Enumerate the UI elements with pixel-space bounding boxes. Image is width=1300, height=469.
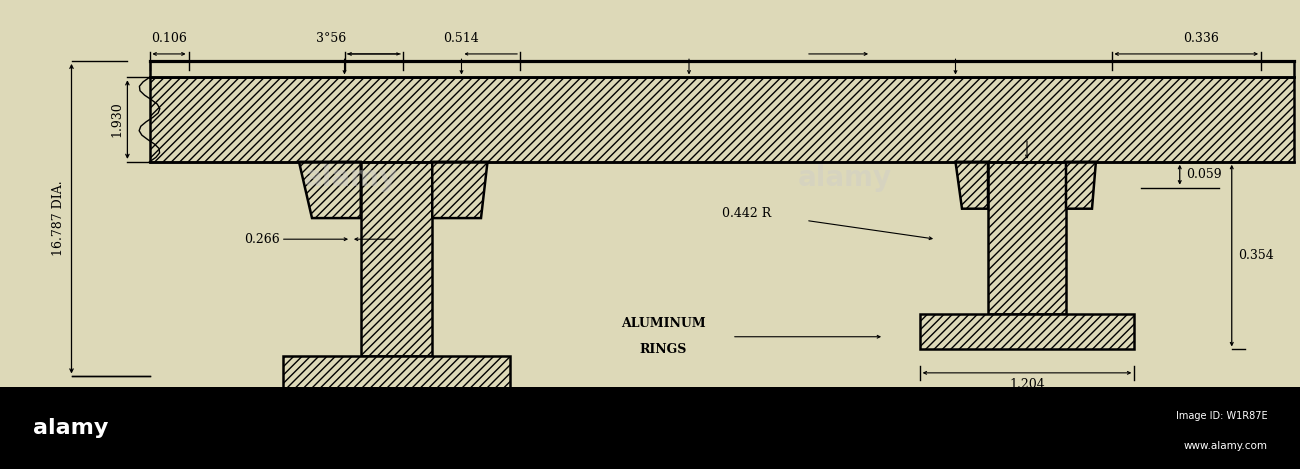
Text: alamy: alamy (32, 418, 108, 438)
Text: 0.059: 0.059 (1187, 168, 1222, 181)
Text: 0.106: 0.106 (151, 31, 187, 45)
Bar (988, 162, 1066, 314)
Polygon shape (956, 162, 988, 209)
Text: 1.204: 1.204 (1009, 378, 1045, 391)
Polygon shape (1066, 162, 1096, 209)
Text: ALUMINUM: ALUMINUM (620, 317, 706, 330)
Text: 1.930: 1.930 (111, 102, 124, 137)
Text: 16.787 DIA.: 16.787 DIA. (52, 181, 65, 257)
Polygon shape (432, 162, 488, 218)
Bar (0, 387, 1300, 469)
Text: RINGS: RINGS (640, 343, 686, 356)
Polygon shape (299, 162, 360, 218)
Bar (150, 77, 1294, 162)
Text: Image ID: W1R87E: Image ID: W1R87E (1176, 411, 1268, 421)
Text: alamy: alamy (304, 164, 398, 192)
Bar (360, 162, 432, 356)
Text: 0.442 R: 0.442 R (722, 207, 771, 220)
Text: 0.266: 0.266 (244, 233, 280, 246)
Bar (920, 314, 1134, 349)
Text: 0.336: 0.336 (1183, 31, 1219, 45)
Text: alamy: alamy (798, 164, 892, 192)
Text: 0.514: 0.514 (443, 31, 480, 45)
Text: www.alamy.com: www.alamy.com (1183, 441, 1268, 451)
Bar (150, 61, 1294, 77)
Bar (283, 356, 510, 396)
Text: 3°56: 3°56 (316, 31, 347, 45)
Text: 0.354: 0.354 (1238, 249, 1274, 262)
